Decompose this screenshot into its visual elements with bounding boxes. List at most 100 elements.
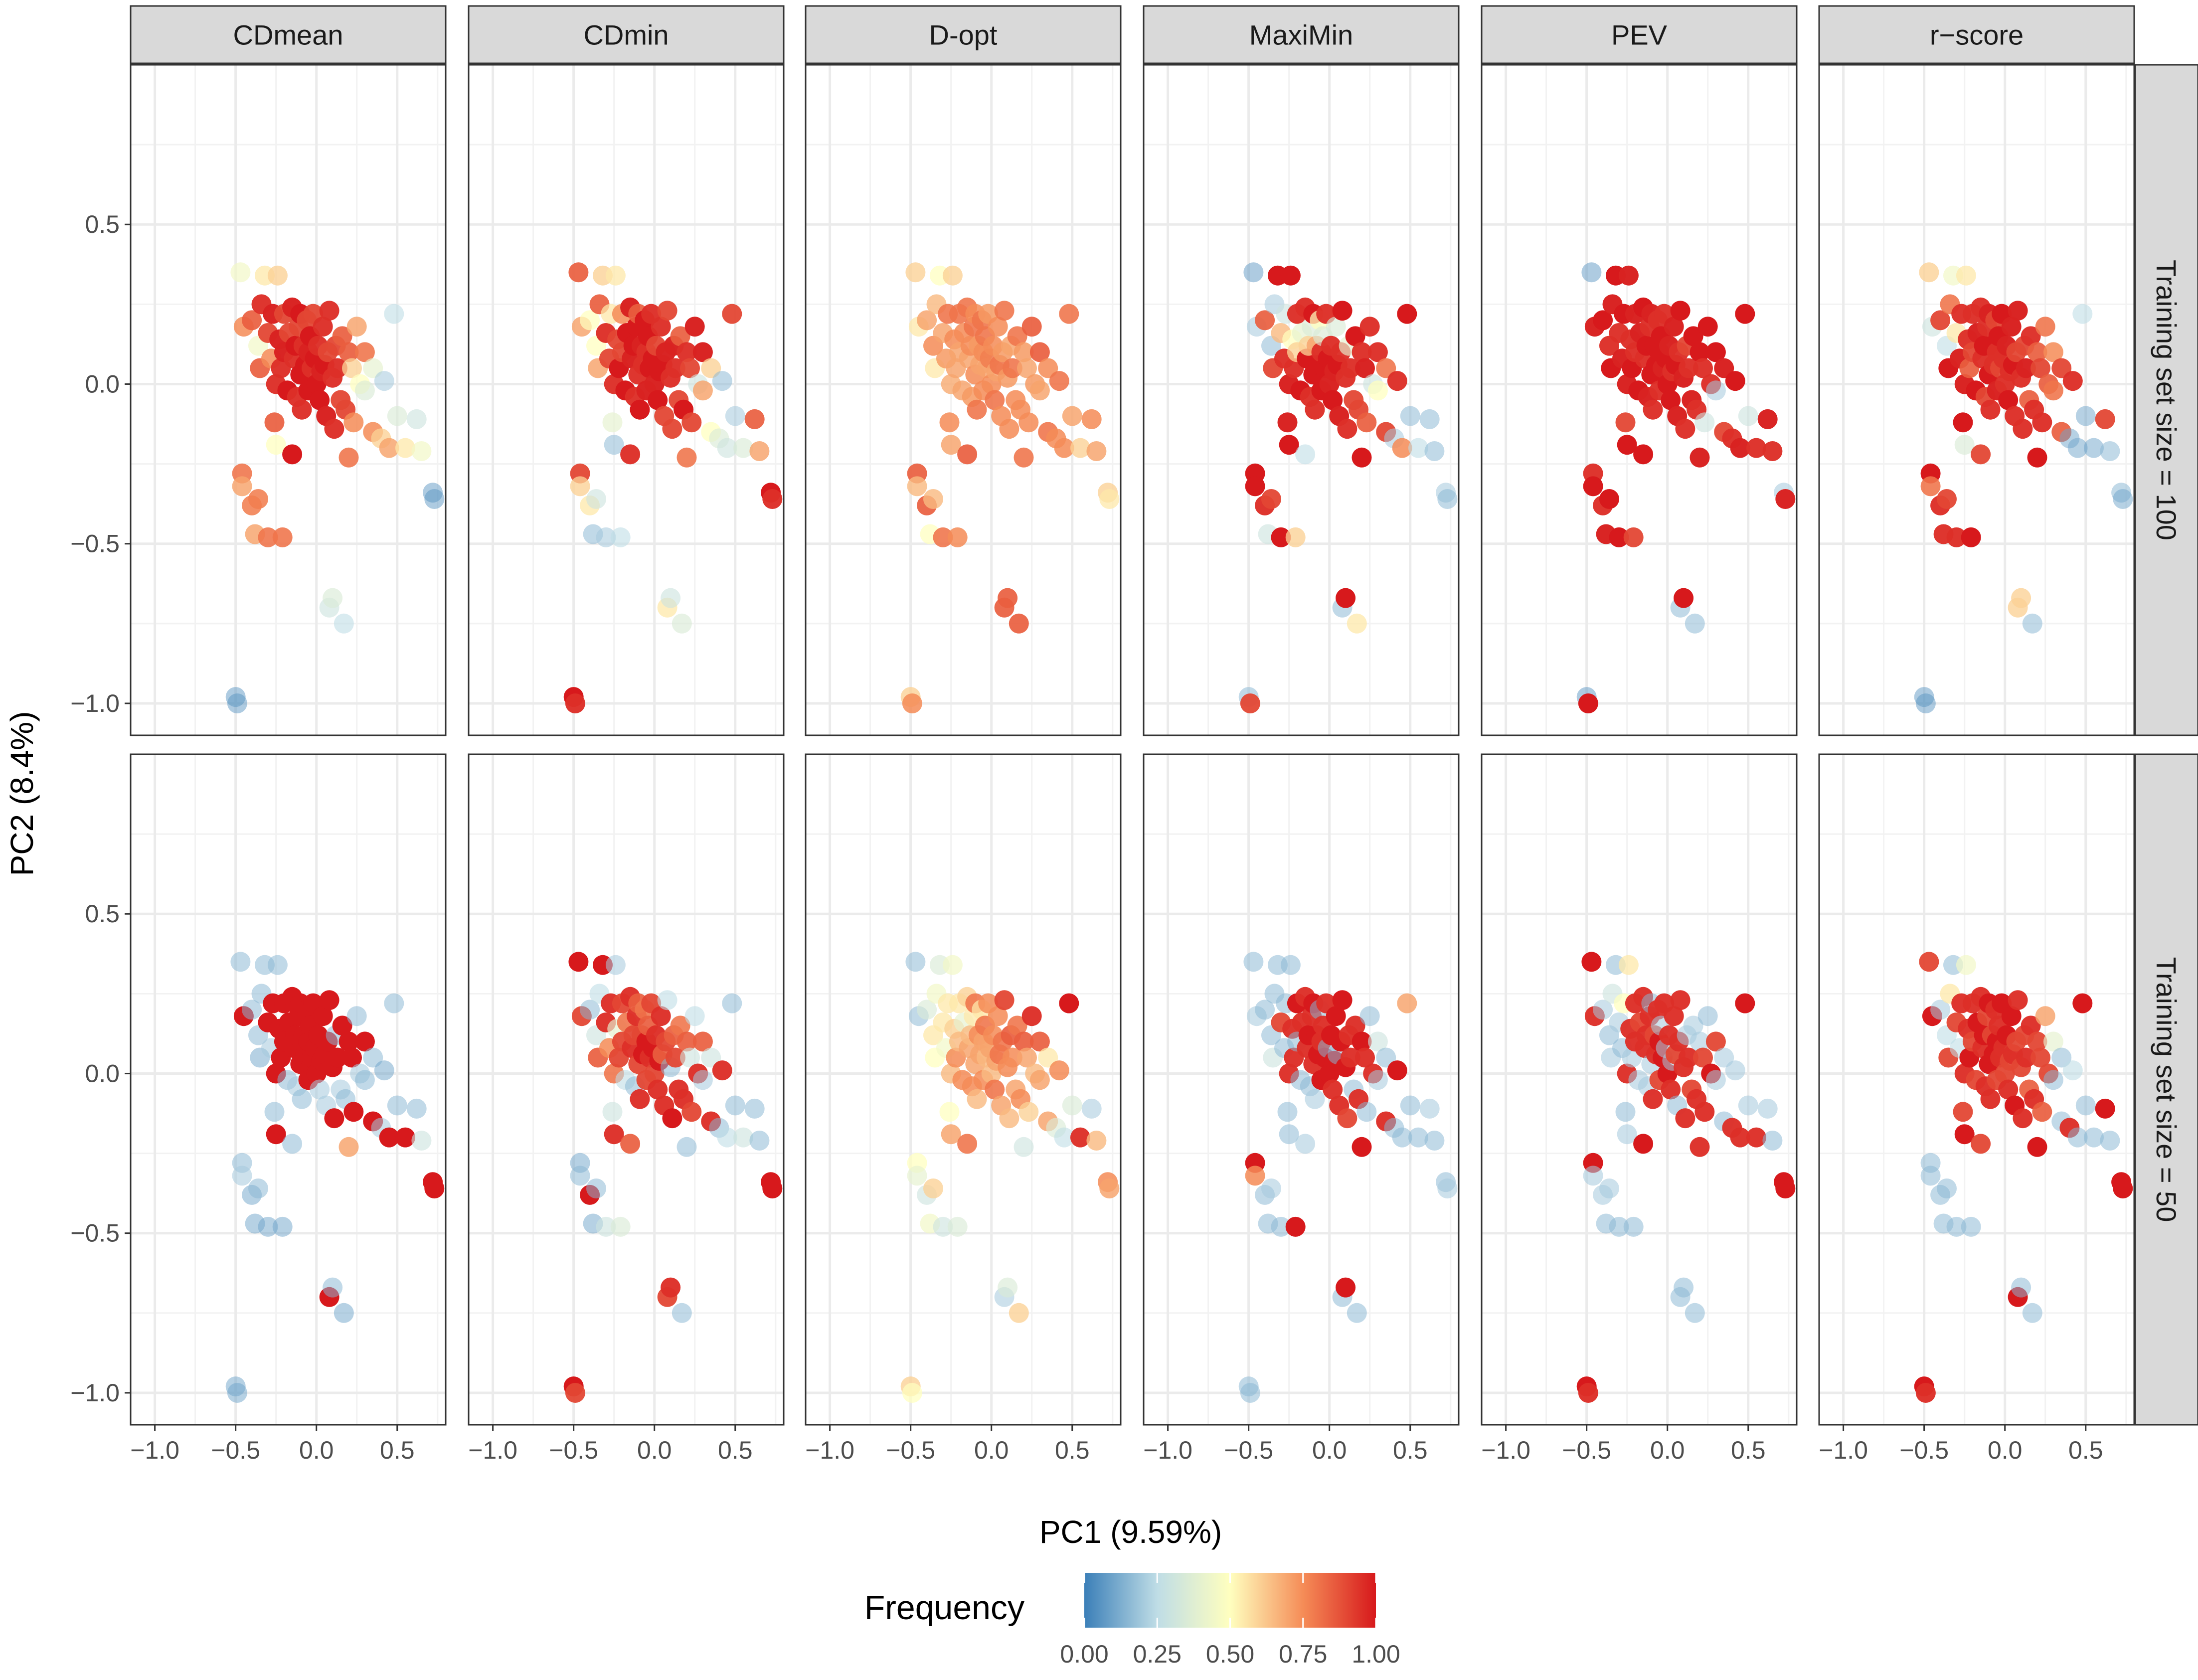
points — [1576, 262, 1796, 713]
data-point — [1086, 441, 1107, 461]
data-point — [1271, 527, 1291, 547]
data-point — [1347, 613, 1367, 634]
data-point — [1961, 1216, 1981, 1237]
data-point — [1697, 317, 1718, 337]
data-point — [1400, 406, 1420, 426]
data-point — [292, 399, 312, 420]
x-tick-label: 0.0 — [974, 1436, 1009, 1464]
data-point — [1355, 1047, 1375, 1068]
data-point — [933, 527, 953, 547]
data-point — [324, 419, 344, 439]
data-point — [363, 1047, 383, 1068]
data-point — [319, 301, 339, 321]
data-point — [346, 1006, 367, 1026]
data-point — [580, 310, 600, 331]
color-legend: Frequency 0.00 0.25 0.50 0.75 1.00 — [864, 1573, 1400, 1668]
data-point — [604, 1124, 624, 1145]
data-point — [1609, 1216, 1629, 1237]
y-tick-label: −1.0 — [70, 1379, 120, 1407]
data-point — [332, 326, 352, 346]
data-point — [2100, 441, 2120, 461]
data-point — [2051, 358, 2072, 378]
data-point — [670, 326, 690, 346]
data-point — [717, 438, 737, 458]
data-point — [651, 1006, 671, 1026]
data-point — [230, 262, 251, 283]
data-point — [676, 342, 697, 362]
facet-strip-label: r−score — [1930, 19, 2024, 51]
data-point — [1775, 1178, 1796, 1198]
data-point — [670, 1015, 690, 1036]
data-point — [2067, 1127, 2088, 1148]
data-point — [2021, 1015, 2041, 1036]
data-point — [227, 693, 247, 713]
data-point — [1277, 412, 1298, 433]
panel-2-4: −1.0 −0.5 0.0 0.5 — [1143, 753, 1460, 1464]
data-point — [1690, 447, 1710, 468]
x-tick-label: −1.0 — [1819, 1436, 1868, 1464]
data-point — [762, 1178, 783, 1198]
data-point — [1049, 371, 1069, 391]
data-point — [722, 993, 742, 1013]
data-point — [692, 342, 713, 362]
data-point — [998, 1277, 1018, 1298]
data-point — [2100, 1131, 2120, 1151]
data-point — [1664, 1006, 1684, 1026]
data-point — [998, 588, 1018, 608]
data-point — [722, 304, 742, 324]
data-point — [1694, 1102, 1715, 1122]
data-point — [1261, 1178, 1281, 1198]
panel-border — [1143, 753, 1460, 1426]
data-point — [342, 358, 362, 378]
data-point — [1355, 358, 1375, 378]
facet-strip-3: D-opt — [805, 5, 1122, 64]
data-point — [379, 1127, 399, 1148]
data-point — [942, 955, 963, 975]
data-point — [1937, 1178, 1957, 1198]
data-point — [1971, 444, 1991, 465]
data-point — [676, 447, 697, 468]
data-point — [1738, 406, 1758, 426]
data-point — [354, 342, 375, 362]
data-point — [1762, 1131, 1783, 1151]
data-point — [1609, 527, 1629, 547]
data-point — [1953, 412, 1973, 433]
data-point — [384, 993, 404, 1013]
data-point — [2032, 1102, 2052, 1122]
data-point — [2072, 993, 2093, 1013]
data-point — [2021, 326, 2041, 346]
data-point — [2001, 1006, 2022, 1026]
data-point — [354, 1031, 375, 1052]
data-point — [712, 371, 732, 391]
x-tick-label: 0.5 — [2068, 1436, 2103, 1464]
data-point — [319, 990, 339, 1010]
x-tick-label: 0.0 — [1650, 1436, 1685, 1464]
data-point — [1014, 1031, 1034, 1052]
row-strip-label: Training set size = 100 — [2151, 260, 2182, 540]
data-point — [248, 1178, 268, 1198]
data-point — [1337, 419, 1357, 439]
data-point — [2075, 1095, 2096, 1116]
data-point — [387, 406, 407, 426]
data-point — [1305, 399, 1325, 420]
y-tick-label: −0.5 — [70, 530, 120, 558]
data-point — [411, 1131, 432, 1151]
data-point — [1956, 265, 1976, 286]
data-point — [343, 1102, 364, 1122]
x-tick-label: −0.5 — [211, 1436, 260, 1464]
data-point — [342, 1047, 362, 1068]
data-point — [338, 342, 359, 362]
panel-border — [468, 753, 785, 1426]
data-point — [602, 1102, 623, 1122]
data-point — [1054, 438, 1074, 458]
data-point — [1980, 1089, 2001, 1109]
data-point — [1340, 358, 1360, 378]
data-point — [313, 317, 333, 337]
data-point — [1345, 1015, 1365, 1036]
data-point — [1674, 588, 1694, 608]
data-point — [1920, 476, 1941, 497]
data-point — [725, 406, 745, 426]
data-point — [1714, 358, 1734, 378]
data-point — [2051, 1047, 2072, 1068]
data-point — [907, 476, 927, 497]
